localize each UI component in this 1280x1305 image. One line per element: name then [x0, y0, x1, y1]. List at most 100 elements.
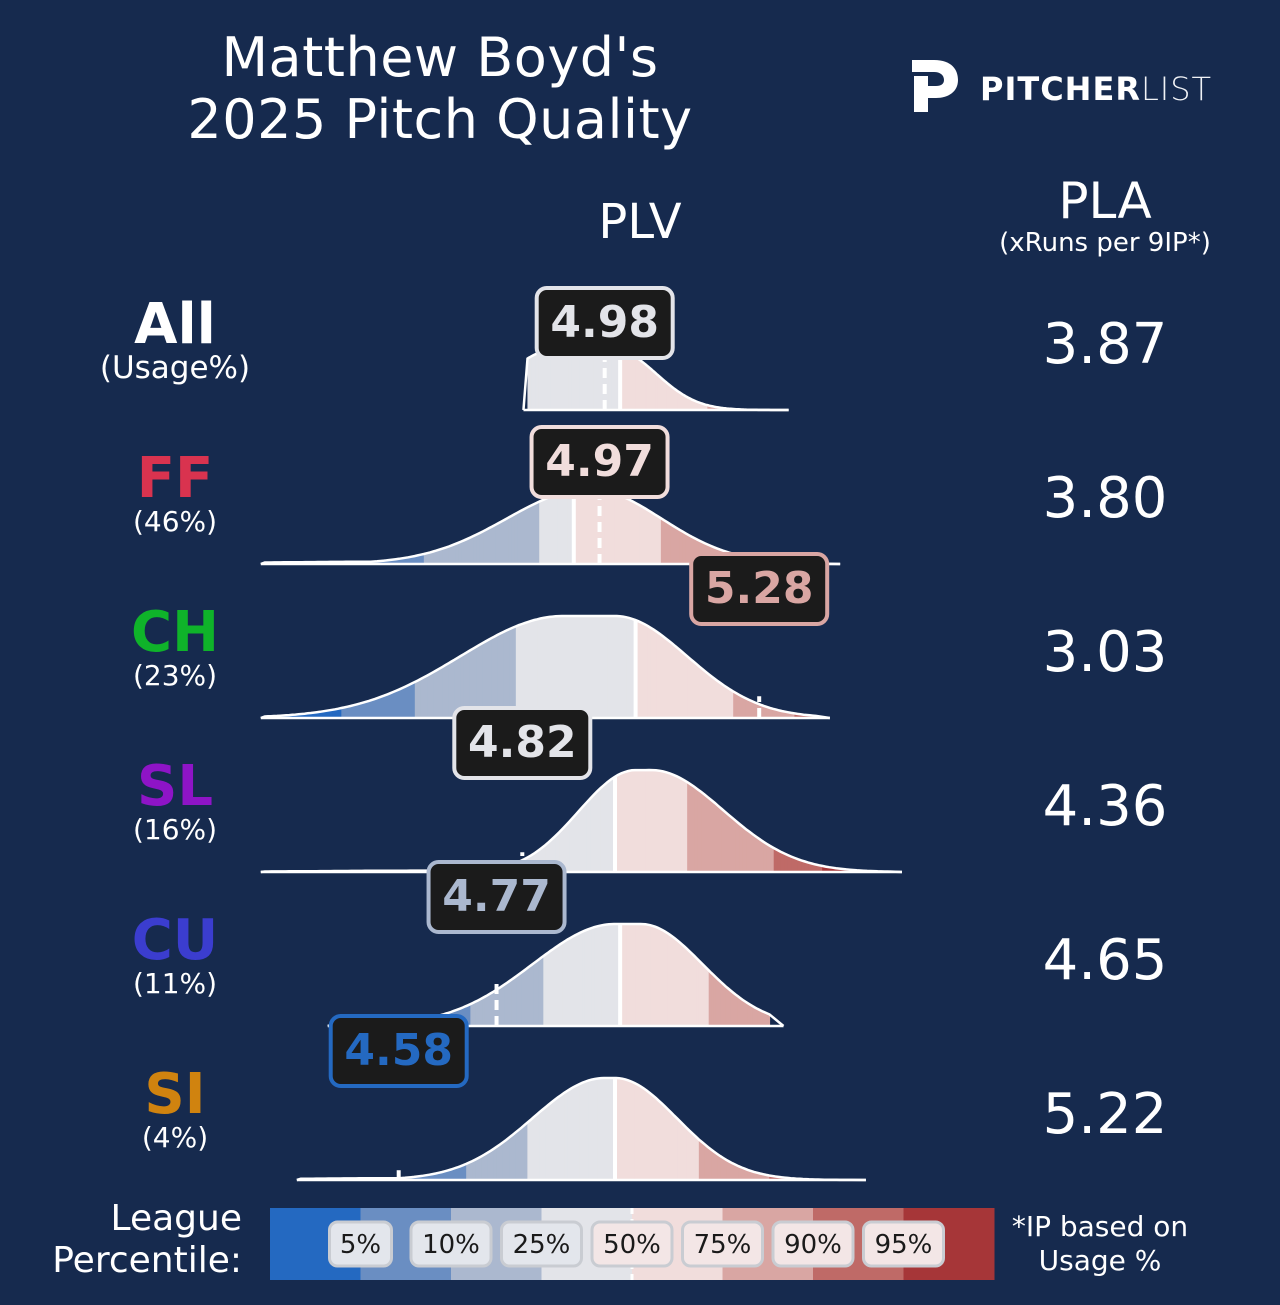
percentile-band-slice — [706, 967, 710, 1026]
percentile-band-slice — [701, 791, 706, 872]
percentile-band-slice — [414, 555, 419, 564]
percentile-band-slice — [671, 643, 676, 718]
percentile-band-slice — [521, 1125, 525, 1180]
percentile-band-slice — [620, 495, 625, 564]
percentile-band-slice — [705, 671, 710, 718]
percentile-band-slice — [371, 698, 376, 718]
plv-badge-si — [328, 1014, 469, 1088]
percentile-band-slice — [570, 1087, 574, 1180]
percentile-band-slice — [679, 529, 684, 564]
percentile-band-slice — [684, 653, 688, 718]
percentile-band-slice — [548, 496, 553, 564]
plv-value-ff: 4.97 — [545, 436, 654, 487]
percentile-band-slice — [463, 652, 468, 718]
percentile-band-slice — [717, 681, 722, 718]
percentile-band-slice — [498, 521, 503, 564]
percentile-band-slice — [512, 1132, 516, 1180]
percentile-band-slice — [597, 788, 602, 872]
percentile-band-slice — [687, 656, 691, 718]
percentile-band-slice — [408, 556, 412, 564]
percentile-band-slice — [540, 617, 544, 718]
percentile-band-slice — [464, 538, 469, 564]
percentile-band-slice — [640, 924, 644, 1026]
row-label-cu: CU — [131, 908, 219, 973]
percentile-band-slice — [634, 1082, 639, 1180]
percentile-band-slice — [564, 491, 568, 564]
percentile-band-slice — [475, 1158, 480, 1180]
pitcherlist-logo: PITCHERLIST — [908, 56, 1228, 116]
percentile-band-slice — [423, 553, 428, 564]
percentile-band-slice — [537, 618, 541, 718]
percentile-band-slice — [546, 616, 551, 718]
percentile-band-slice — [631, 1081, 636, 1180]
percentile-band-slice — [635, 503, 640, 564]
percentile-band-slice — [445, 546, 450, 564]
percentile-band-slice — [702, 669, 707, 718]
percentile-band-slice — [672, 936, 676, 1026]
percentile-band-slice — [439, 666, 443, 718]
percentile-band-slice — [430, 672, 434, 718]
percentile-band-slice — [516, 974, 520, 1026]
row-label-sl: SL — [136, 754, 213, 819]
percentile-band-slice — [533, 503, 537, 564]
percentile-band-slice — [473, 534, 478, 564]
percentile-band-slice — [599, 925, 603, 1026]
percentile-band-slice — [417, 678, 422, 718]
percentile-band-slice — [759, 1010, 763, 1026]
percentile-band-slice — [667, 522, 671, 564]
percentile-band-slice — [548, 950, 552, 1026]
percentile-band-slice — [656, 631, 661, 718]
percentile-band-slice — [572, 813, 577, 872]
percentile-band-slice — [486, 528, 490, 564]
percentile-band-slice — [628, 924, 632, 1026]
percentile-band-slice — [454, 657, 459, 718]
percentile-band-slice — [772, 708, 777, 718]
percentile-band-slice — [479, 531, 484, 564]
percentile-band-slice — [677, 940, 681, 1026]
percentile-band-slice — [560, 942, 564, 1026]
percentile-band-slice — [572, 935, 576, 1026]
percentile-band-slice — [549, 616, 554, 718]
percentile-band-slice — [665, 638, 670, 718]
percentile-band-slice — [617, 773, 622, 872]
percentile-band-slice — [481, 1154, 486, 1180]
pla-value-ch: 3.03 — [1042, 620, 1168, 685]
percentile-band-slice — [561, 492, 565, 564]
percentile-band-slice — [742, 999, 746, 1026]
percentile-band-slice — [436, 668, 440, 718]
percentile-band-slice — [662, 636, 667, 718]
percentile-band-slice — [811, 863, 816, 872]
percentile-band-slice — [674, 1115, 679, 1180]
percentile-band-slice — [635, 770, 640, 872]
percentile-band-slice — [444, 1170, 449, 1180]
percentile-band-slice — [555, 945, 559, 1026]
percentile-band-slice — [655, 1098, 660, 1180]
percentile-band-slice — [518, 1127, 522, 1180]
percentile-band-slice — [696, 664, 701, 718]
percentile-label-box — [590, 1220, 674, 1268]
percentile-band-slice — [659, 633, 664, 718]
percentile-band-slice — [777, 849, 782, 872]
percentile-band-slice — [619, 1078, 623, 1180]
percentile-band-slice — [673, 526, 678, 564]
percentile-band-slice — [579, 931, 583, 1026]
percentile-band-slice — [767, 1013, 771, 1026]
percentile-band-slice — [469, 1161, 473, 1180]
pla-column-header: PLA — [1058, 172, 1152, 230]
percentile-band-slice — [591, 927, 595, 1026]
percentile-band-slice — [347, 705, 352, 718]
percentile-band-slice — [739, 694, 743, 718]
percentile-band-slice — [728, 814, 733, 872]
percentile-band-slice — [669, 773, 674, 872]
percentile-band-slice — [580, 616, 584, 718]
percentile-band-slice — [477, 999, 481, 1026]
percentile-band-slice — [543, 617, 548, 718]
percentile-band-slice — [667, 933, 671, 1026]
percentile-band-slice — [515, 1130, 519, 1180]
percentile-band-slice — [666, 772, 671, 872]
percentile-band-slice — [567, 490, 572, 564]
percentile-band-slice — [594, 1078, 599, 1180]
percentile-band-slice — [427, 673, 431, 718]
density-ridge-ch: 5.28 — [260, 552, 831, 720]
percentile-band-slice — [748, 699, 753, 718]
